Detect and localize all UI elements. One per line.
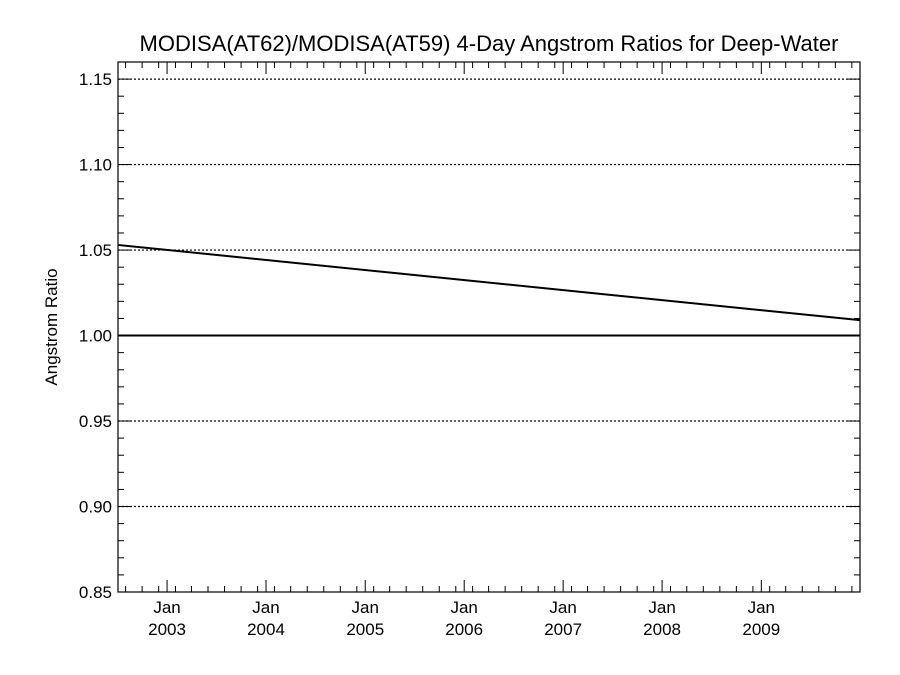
y-tick-label: 1.00 (79, 327, 112, 346)
y-tick-label: 0.85 (79, 583, 112, 602)
x-tick-label-year: 2006 (445, 620, 483, 639)
x-tick-label-year: 2004 (247, 620, 285, 639)
x-tick-label-month: Jan (748, 598, 775, 617)
y-axis-label: Angstrom Ratio (42, 268, 61, 385)
y-tick-label: 1.15 (79, 70, 112, 89)
series-line (117, 243, 861, 322)
x-tick-label-year: 2009 (742, 620, 780, 639)
axis-ticks (118, 61, 860, 593)
x-tick-label-year: 2007 (544, 620, 582, 639)
chart-title: MODISA(AT62)/MODISA(AT59) 4-Day Angstrom… (140, 31, 839, 56)
data-series (117, 243, 861, 337)
x-tick-label-month: Jan (153, 598, 180, 617)
x-tick-label-month: Jan (648, 598, 675, 617)
y-tick-label: 1.10 (79, 156, 112, 175)
x-tick-label-month: Jan (352, 598, 379, 617)
tick-labels: 0.85 0.90 0.95 1.00 1.05 1.10 1.15 Jan 2003 Jan 20… (79, 70, 780, 639)
x-tick-label-month: Jan (252, 598, 279, 617)
x-tick-label-month: Jan (450, 598, 477, 617)
x-tick-label-year: 2008 (643, 620, 681, 639)
x-tick-label-year: 2005 (346, 620, 384, 639)
y-tick-label: 0.95 (79, 412, 112, 431)
x-tick-label-year: 2003 (148, 620, 186, 639)
y-tick-label: 0.90 (79, 498, 112, 517)
plot-frame (117, 61, 861, 593)
grid-lines (118, 78, 860, 508)
x-tick-label-month: Jan (549, 598, 576, 617)
y-tick-label: 1.05 (79, 241, 112, 260)
